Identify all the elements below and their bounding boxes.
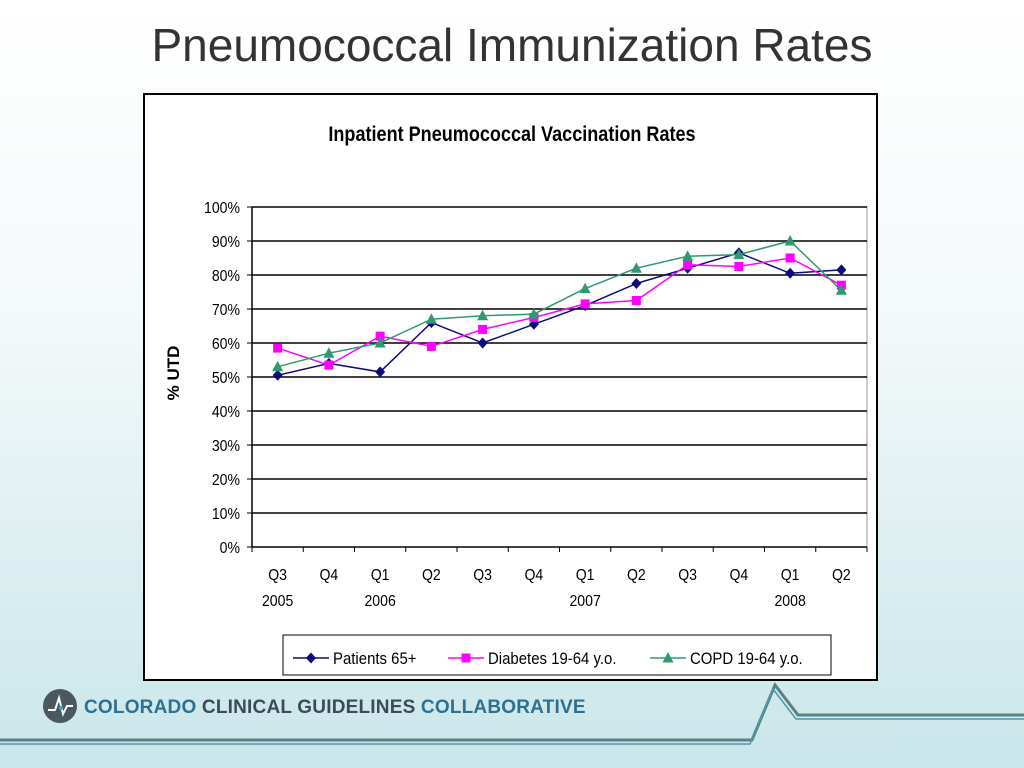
y-axis-label: % UTD <box>164 346 183 401</box>
x-tick-label: Q4 <box>524 566 543 584</box>
x-tick-label: Q3 <box>473 566 492 584</box>
x-year-label: 2005 <box>262 592 293 610</box>
data-point <box>477 309 489 321</box>
data-point <box>528 318 539 330</box>
legend-marker <box>461 653 471 663</box>
data-point <box>374 337 386 348</box>
org-logo-icon <box>43 689 77 723</box>
data-point <box>323 347 335 358</box>
org-name: COLORADO CLINICAL GUIDELINES COLLABORATI… <box>84 697 586 719</box>
footer-decor-line <box>0 682 1024 745</box>
slide-title: Pneumococcal Immunization Rates <box>151 19 873 71</box>
data-point <box>785 267 796 279</box>
data-point <box>273 343 283 353</box>
x-tick-label: Q3 <box>678 566 697 584</box>
x-year-label: 2006 <box>364 592 395 610</box>
data-point <box>272 369 283 381</box>
data-point <box>785 253 795 263</box>
legend-entry: Diabetes 19-64 y.o. <box>448 650 617 668</box>
legend-entry: COPD 19-64 y.o. <box>650 650 803 668</box>
data-point <box>375 331 385 341</box>
data-point <box>272 360 284 372</box>
data-point <box>734 262 744 271</box>
y-tick-label: 20% <box>212 471 240 489</box>
x-tick-label: Q1 <box>781 566 800 584</box>
legend-label: Diabetes 19-64 y.o. <box>488 650 617 668</box>
series-line <box>277 252 842 377</box>
org-name-part2: CLINICAL GUIDELINES <box>201 697 416 718</box>
y-tick-label: 90% <box>212 233 240 251</box>
series-3 <box>272 235 847 372</box>
org-name-part1: COLORADO <box>84 697 197 718</box>
chart-frame: Inpatient Pneumococcal Vaccination Rates… <box>143 93 878 681</box>
y-tick-label: 80% <box>212 267 240 285</box>
x-tick-label: Q4 <box>729 566 748 584</box>
x-tick-label: Q2 <box>627 566 646 584</box>
legend-label: COPD 19-64 y.o. <box>690 650 803 668</box>
data-point <box>631 278 642 289</box>
data-point <box>630 262 642 273</box>
legend-label: Patients 65+ <box>333 650 417 668</box>
y-tick-label: 30% <box>212 437 240 455</box>
data-point <box>426 341 436 351</box>
data-point <box>835 284 847 295</box>
data-point <box>682 250 694 261</box>
series-line <box>277 257 842 366</box>
series-1 <box>272 247 847 381</box>
x-tick-label: Q4 <box>319 566 338 584</box>
legend-marker <box>306 652 316 664</box>
data-point <box>324 360 334 370</box>
y-tick-label: 40% <box>212 403 240 421</box>
data-point <box>477 337 488 349</box>
chart-svg: Inpatient Pneumococcal Vaccination Rates… <box>164 123 868 676</box>
data-point <box>528 308 540 319</box>
x-year-label: 2008 <box>774 592 805 610</box>
data-point <box>836 264 847 276</box>
legend-marker <box>662 652 674 663</box>
data-point <box>478 324 488 334</box>
x-tick-label: Q2 <box>422 566 441 584</box>
y-tick-label: 50% <box>212 369 240 387</box>
data-point <box>733 248 745 260</box>
series-line <box>277 240 842 368</box>
y-tick-label: 70% <box>212 301 240 319</box>
y-tick-label: 100% <box>204 199 240 217</box>
y-tick-label: 10% <box>212 505 240 523</box>
data-point <box>425 313 437 324</box>
y-tick-label: 60% <box>212 335 240 353</box>
x-tick-label: Q3 <box>268 566 287 584</box>
data-point <box>375 366 386 378</box>
data-point <box>579 282 591 294</box>
org-name-part3: COLLABORATIVE <box>420 697 586 718</box>
chart-title: Inpatient Pneumococcal Vaccination Rates <box>328 123 695 147</box>
data-point <box>580 299 590 309</box>
data-point <box>631 296 641 305</box>
legend-entry: Patients 65+ <box>293 650 417 668</box>
series-2 <box>273 253 846 370</box>
y-tick-label: 0% <box>220 539 240 557</box>
x-tick-label: Q1 <box>576 566 595 584</box>
legend-box <box>282 634 832 676</box>
x-tick-label: Q1 <box>371 566 390 584</box>
data-point <box>683 260 693 270</box>
x-tick-label: Q2 <box>832 566 851 584</box>
x-year-label: 2007 <box>569 592 600 610</box>
data-point <box>784 235 796 246</box>
